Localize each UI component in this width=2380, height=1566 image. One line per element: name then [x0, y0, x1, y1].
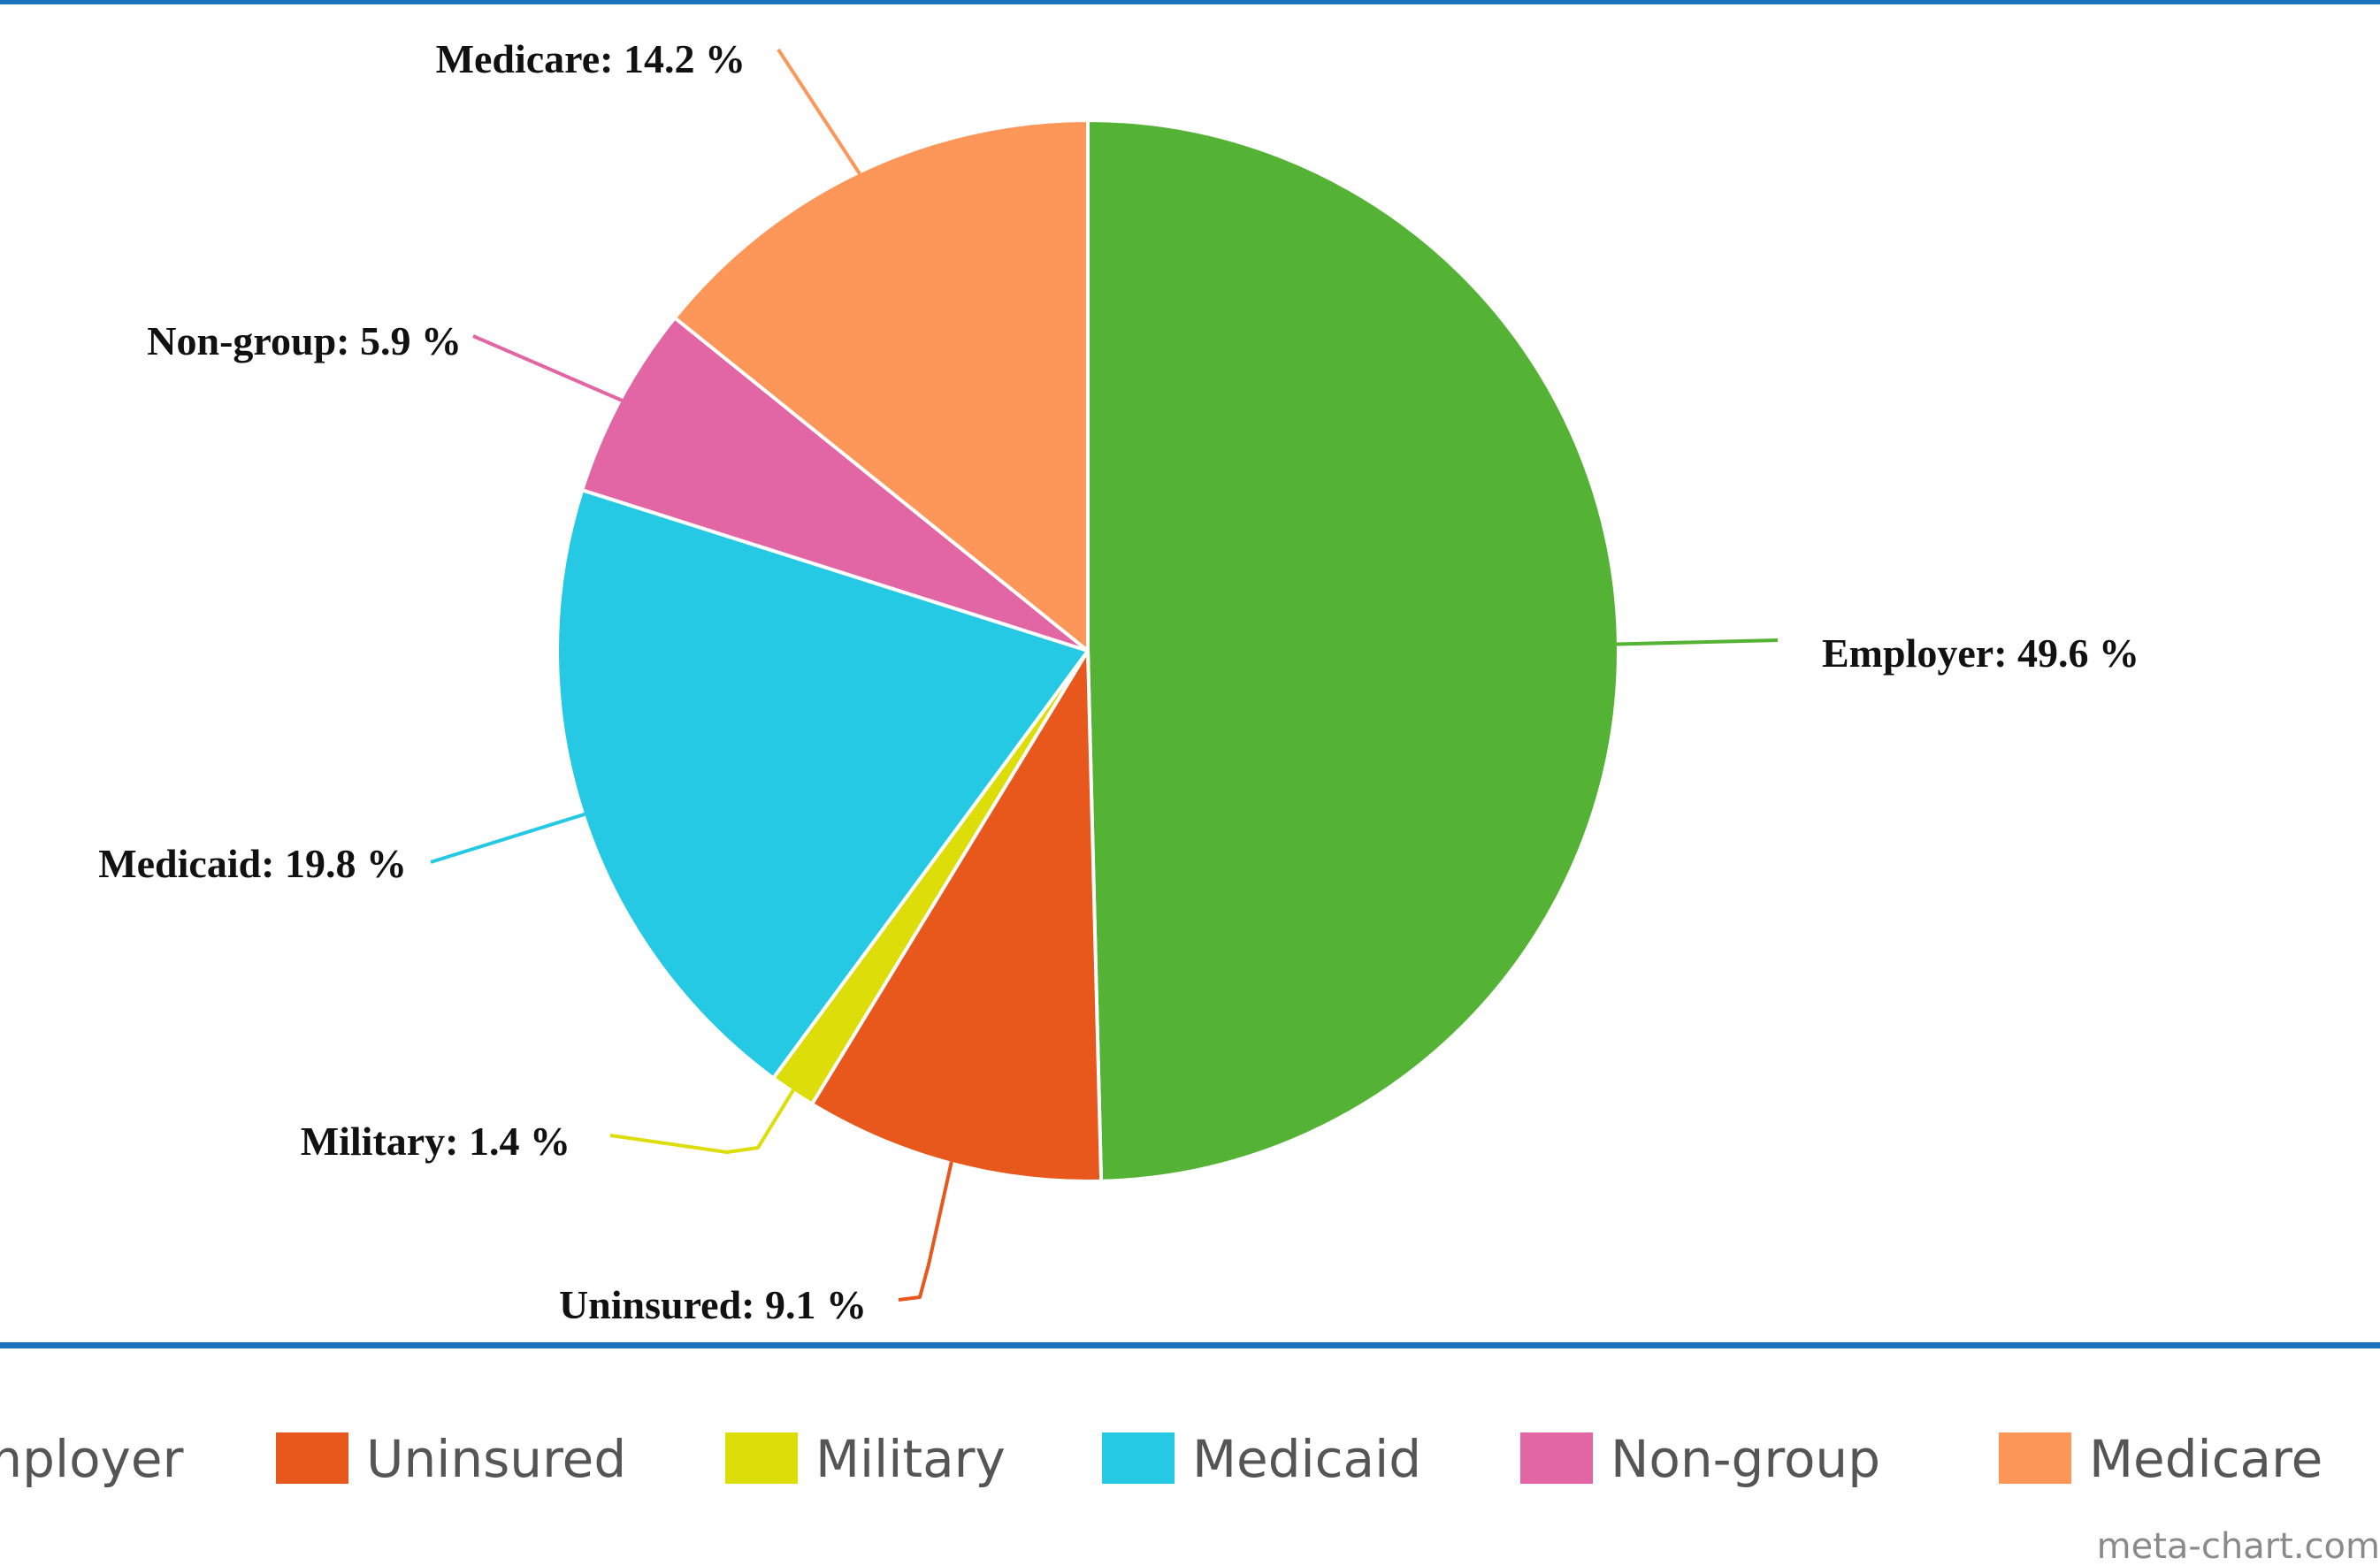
top-frame-line	[0, 0, 2380, 4]
slice-label-non-group: Non-group: 5.9 %	[147, 318, 462, 363]
legend-swatch-military	[725, 1432, 798, 1484]
legend-label-non-group: Non-group	[1611, 1429, 1880, 1489]
pie-slice-employer	[1086, 118, 1620, 1183]
legend-label-employer: Employer	[0, 1429, 184, 1489]
legend: Employer Uninsured Military Medicaid Non-gro…	[0, 1429, 2323, 1489]
slice-label-medicaid: Medicaid: 19.8 %	[98, 841, 407, 886]
leader-line-medicaid	[430, 812, 585, 864]
slice-label-uninsured: Uninsured: 9.1 %	[559, 1282, 867, 1327]
leader-lines	[430, 48, 1779, 1302]
legend-swatch-medicaid	[1102, 1432, 1175, 1484]
legend-swatch-non-group	[1520, 1432, 1593, 1484]
slice-label-medicare: Medicare: 14.2 %	[436, 36, 746, 81]
legend-divider-line	[0, 1342, 2380, 1348]
slice-labels: Employer: 49.6 % Uninsured: 9.1 % Military…	[98, 36, 2139, 1327]
slice-label-military: Military: 1.4 %	[301, 1119, 570, 1164]
leader-line-non-group	[472, 334, 624, 402]
leader-line-military	[609, 1089, 795, 1154]
legend-swatch-uninsured	[276, 1432, 348, 1484]
watermark: meta-chart.com	[2097, 1526, 2380, 1566]
pie-slices	[555, 118, 1620, 1183]
legend-label-medicaid: Medicaid	[1192, 1429, 1421, 1489]
leader-line-employer	[1616, 638, 1779, 646]
slice-label-employer: Employer: 49.6 %	[1822, 630, 2139, 676]
leader-line-medicare	[777, 48, 861, 175]
legend-label-military: Military	[815, 1429, 1006, 1489]
legend-swatch-medicare	[1999, 1432, 2071, 1484]
legend-label-medicare: Medicare	[2089, 1429, 2323, 1489]
leader-line-uninsured	[898, 1161, 953, 1302]
legend-label-uninsured: Uninsured	[366, 1429, 626, 1489]
